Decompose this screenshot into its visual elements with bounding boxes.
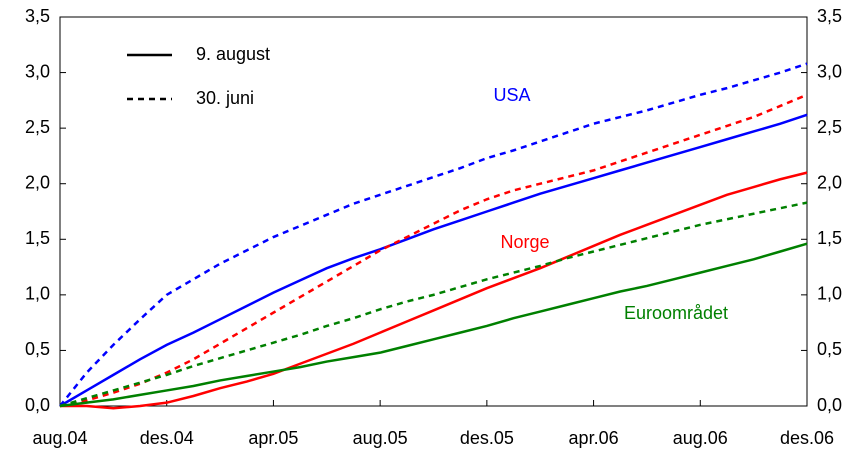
- y2-tick-label: 2,5: [817, 117, 842, 137]
- x-tick-label: des.06: [780, 428, 834, 448]
- x-tick-label: apr.05: [248, 428, 298, 448]
- y2-tick-label: 2,0: [817, 172, 842, 192]
- series-line: [60, 171, 808, 410]
- series-line: [59, 242, 808, 408]
- y-tick-label: 2,5: [25, 117, 50, 137]
- legend-label: 9. august: [196, 44, 270, 64]
- y-tick-label: 0,5: [25, 339, 50, 359]
- x-tick-label: aug.04: [32, 428, 87, 448]
- series-line: [59, 201, 808, 408]
- y-tick-label: 0,0: [25, 395, 50, 415]
- x-tick-label: des.04: [140, 428, 194, 448]
- y2-tick-label: 0,0: [817, 395, 842, 415]
- x-tick-label: apr.06: [569, 428, 619, 448]
- x-tick-label: aug.05: [353, 428, 408, 448]
- series-label: Norge: [500, 232, 549, 252]
- y2-tick-label: 1,0: [817, 284, 842, 304]
- y2-tick-label: 3,5: [817, 6, 842, 26]
- y2-tick-label: 1,5: [817, 228, 842, 248]
- plot-frame: [59, 16, 808, 407]
- x-tick-label: aug.06: [673, 428, 728, 448]
- x-tick-label: des.05: [460, 428, 514, 448]
- series-label: USA: [493, 85, 530, 105]
- y-tick-label: 3,0: [25, 61, 50, 81]
- y-tick-label: 2,0: [25, 172, 50, 192]
- y2-tick-label: 0,5: [817, 339, 842, 359]
- y2-tick-label: 3,0: [817, 61, 842, 81]
- y-tick-label: 1,0: [25, 284, 50, 304]
- series-line: [59, 113, 808, 408]
- y-tick-label: 1,5: [25, 228, 50, 248]
- series-label: Euroområdet: [624, 303, 728, 323]
- legend-label: 30. juni: [196, 88, 254, 108]
- y-tick-label: 3,5: [25, 6, 50, 26]
- series-line: [59, 62, 808, 407]
- series-line: [59, 93, 808, 408]
